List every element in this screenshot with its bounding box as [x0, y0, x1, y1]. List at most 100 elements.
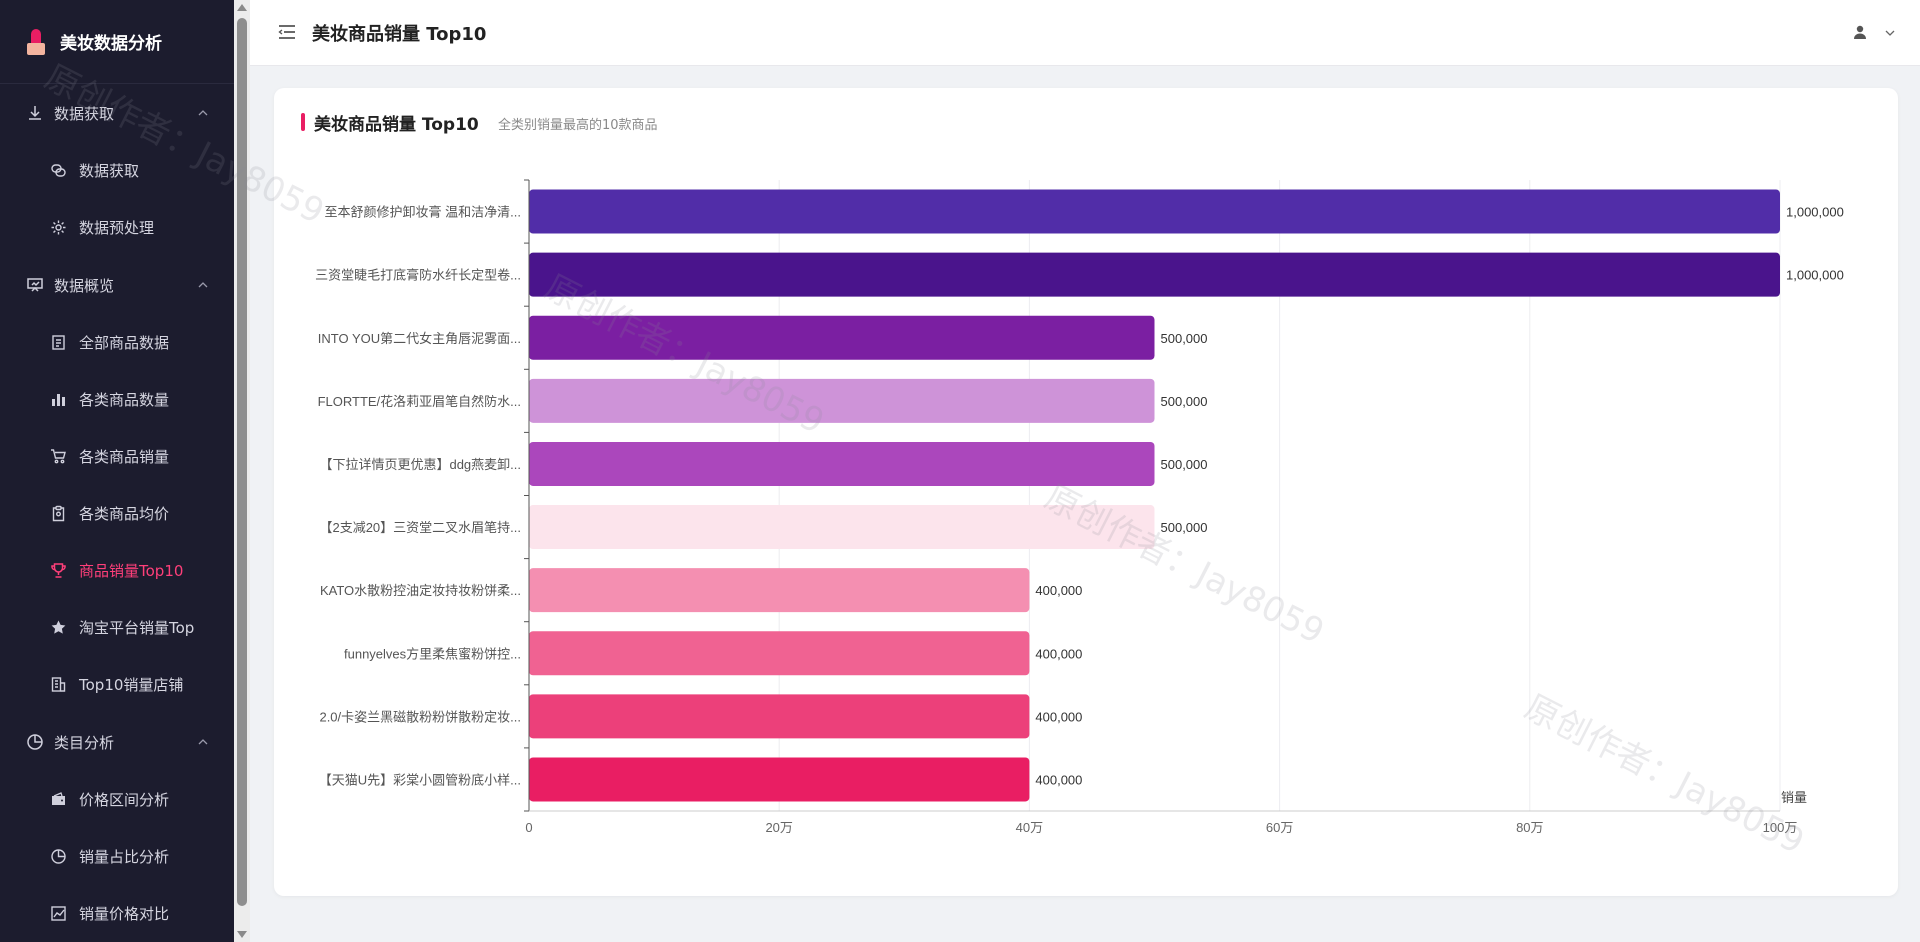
- data-label: 500,000: [1161, 394, 1208, 409]
- bar: [529, 505, 1155, 550]
- x-tick-label: 40万: [1016, 820, 1043, 835]
- bar-chart-icon: [52, 394, 65, 406]
- menu-group-label: 数据概览: [54, 276, 115, 295]
- sidebar-item-label: 全部商品数据: [79, 334, 170, 352]
- category-label: funnyelves方里柔焦蜜粉饼控...: [344, 646, 521, 661]
- menu-group-label: 数据获取: [54, 104, 115, 123]
- bar: [529, 378, 1155, 423]
- scroll-up-arrow-icon[interactable]: [237, 4, 247, 11]
- category-label: 【天猫U先】彩棠小圆管粉底小样...: [319, 772, 521, 787]
- star-icon: [51, 620, 66, 634]
- bar: [529, 189, 1780, 234]
- menu-group-data-overview[interactable]: 数据概览: [0, 256, 234, 314]
- scroll-thumb[interactable]: [237, 18, 247, 906]
- sidebar-item-sales-share[interactable]: 销量占比分析: [0, 828, 234, 885]
- x-axis-label: 销量: [1781, 790, 1807, 805]
- data-label: 1,000,000: [1786, 205, 1844, 220]
- x-tick-label: 0: [525, 820, 532, 835]
- sidebar-item-label: 销量价格对比: [79, 905, 170, 923]
- bar: [529, 757, 1030, 802]
- bar: [529, 631, 1030, 676]
- link-icon: [51, 164, 66, 177]
- menu-group-data-acquisition[interactable]: 数据获取: [0, 84, 234, 142]
- category-label: INTO YOU第二代女主角唇泥雾面...: [318, 331, 521, 346]
- pie-icon: [51, 849, 66, 864]
- sidebar-item-all-products[interactable]: 全部商品数据: [0, 314, 234, 371]
- gear-icon: [51, 220, 66, 235]
- menu-group-label: 类目分析: [54, 733, 115, 752]
- sidebar-item-category-sales[interactable]: 各类商品销量: [0, 428, 234, 485]
- clipboard-icon: [52, 505, 65, 522]
- title-accent-bar: [301, 113, 305, 131]
- line-chart-icon: [51, 906, 66, 921]
- category-label: 【下拉详情页更优惠】ddg燕麦卸...: [319, 457, 521, 472]
- chevron-up-icon: [198, 110, 208, 116]
- sidebar-item-label: 价格区间分析: [79, 791, 170, 809]
- sidebar-item-data-acquisition[interactable]: 数据获取: [0, 142, 234, 199]
- x-tick-label: 80万: [1516, 820, 1543, 835]
- menu-group-category-analysis[interactable]: 类目分析: [0, 713, 234, 771]
- sidebar-item-label: 各类商品销量: [79, 448, 170, 466]
- trophy-icon: [51, 563, 66, 578]
- bar: [529, 441, 1155, 486]
- category-label: 2.0/卡姿兰黑磁散粉粉饼散粉定妆...: [319, 709, 521, 724]
- top10-bar-chart: 0 20万 40万 60万 80万 100万 销量 至本舒颜修护卸妆膏 温和洁净清... 1,0…: [315, 179, 1844, 835]
- sidebar-item-category-avg-price[interactable]: 各类商品均价: [0, 485, 234, 542]
- app-logo[interactable]: 美妆数据分析: [0, 0, 234, 84]
- data-label: 500,000: [1161, 457, 1208, 472]
- sidebar-item-data-preprocessing[interactable]: 数据预处理: [0, 199, 234, 256]
- cart-icon: [51, 449, 66, 464]
- page-title: 美妆商品销量 Top10: [312, 24, 487, 45]
- sidebar-item-label: 各类商品均价: [79, 505, 170, 523]
- menu-toggle-icon[interactable]: [278, 24, 296, 40]
- sidebar-item-top10-shops[interactable]: Top10销量店铺: [0, 656, 234, 713]
- bar: [529, 568, 1030, 613]
- sidebar-item-label: 商品销量Top10: [79, 562, 184, 580]
- data-label: 400,000: [1035, 772, 1082, 787]
- category-label: 三资堂睫毛打底膏防水纤长定型卷...: [315, 268, 521, 283]
- sidebar-item-sales-price-compare[interactable]: 销量价格对比: [0, 885, 234, 942]
- bar: [529, 315, 1155, 360]
- download-icon: [29, 106, 41, 120]
- bar: [529, 694, 1030, 739]
- scroll-down-arrow-icon[interactable]: [237, 931, 247, 938]
- user-icon[interactable]: [1852, 24, 1868, 40]
- sidebar-item-label: Top10销量店铺: [79, 676, 184, 694]
- chevron-down-icon[interactable]: [1884, 27, 1896, 39]
- sidebar-item-category-count[interactable]: 各类商品数量: [0, 371, 234, 428]
- data-label: 400,000: [1035, 646, 1082, 661]
- building-icon: [51, 677, 66, 692]
- sidebar-item-label: 销量占比分析: [79, 848, 170, 866]
- chevron-up-icon: [198, 739, 208, 745]
- data-label: 1,000,000: [1786, 268, 1844, 283]
- lipstick-icon: [26, 28, 46, 55]
- chart-card: 美妆商品销量 Top10 全类别销量最高的10款商品 0 20万 40万 60万 80万…: [274, 88, 1898, 896]
- sidebar-item-taobao-top[interactable]: 淘宝平台销量Top: [0, 599, 234, 656]
- sidebar-item-price-range[interactable]: 价格区间分析: [0, 771, 234, 828]
- sidebar-item-label: 各类商品数量: [79, 391, 170, 409]
- bar: [529, 252, 1780, 297]
- card-title: 美妆商品销量 Top10: [314, 115, 479, 135]
- data-label: 500,000: [1161, 520, 1208, 535]
- sidebar-scrollbar[interactable]: [234, 0, 250, 942]
- category-label: 至本舒颜修护卸妆膏 温和洁净清...: [325, 205, 521, 220]
- x-tick-label: 100万: [1763, 820, 1798, 835]
- sidebar-item-top10-sales[interactable]: 商品销量Top10: [0, 542, 234, 599]
- document-icon: [52, 335, 65, 350]
- category-label: KATO水散粉控油定妆持妆粉饼柔...: [320, 583, 521, 598]
- pie-icon: [27, 734, 43, 750]
- sidebar-item-label: 淘宝平台销量Top: [79, 619, 195, 637]
- sidebar-item-label: 数据获取: [79, 162, 140, 180]
- data-label: 400,000: [1035, 583, 1082, 598]
- chevron-up-icon: [198, 282, 208, 288]
- wallet-icon: [52, 792, 65, 805]
- top-header: 美妆商品销量 Top10: [250, 0, 1920, 66]
- data-label: 400,000: [1035, 709, 1082, 724]
- x-tick-label: 60万: [1266, 820, 1293, 835]
- presentation-icon: [27, 278, 43, 292]
- category-label: 【2支减20】三资堂二叉水眉笔持...: [319, 520, 521, 535]
- data-label: 500,000: [1161, 331, 1208, 346]
- card-subtitle: 全类别销量最高的10款商品: [498, 118, 658, 133]
- x-tick-label: 20万: [765, 820, 792, 835]
- app-title: 美妆数据分析: [60, 34, 162, 54]
